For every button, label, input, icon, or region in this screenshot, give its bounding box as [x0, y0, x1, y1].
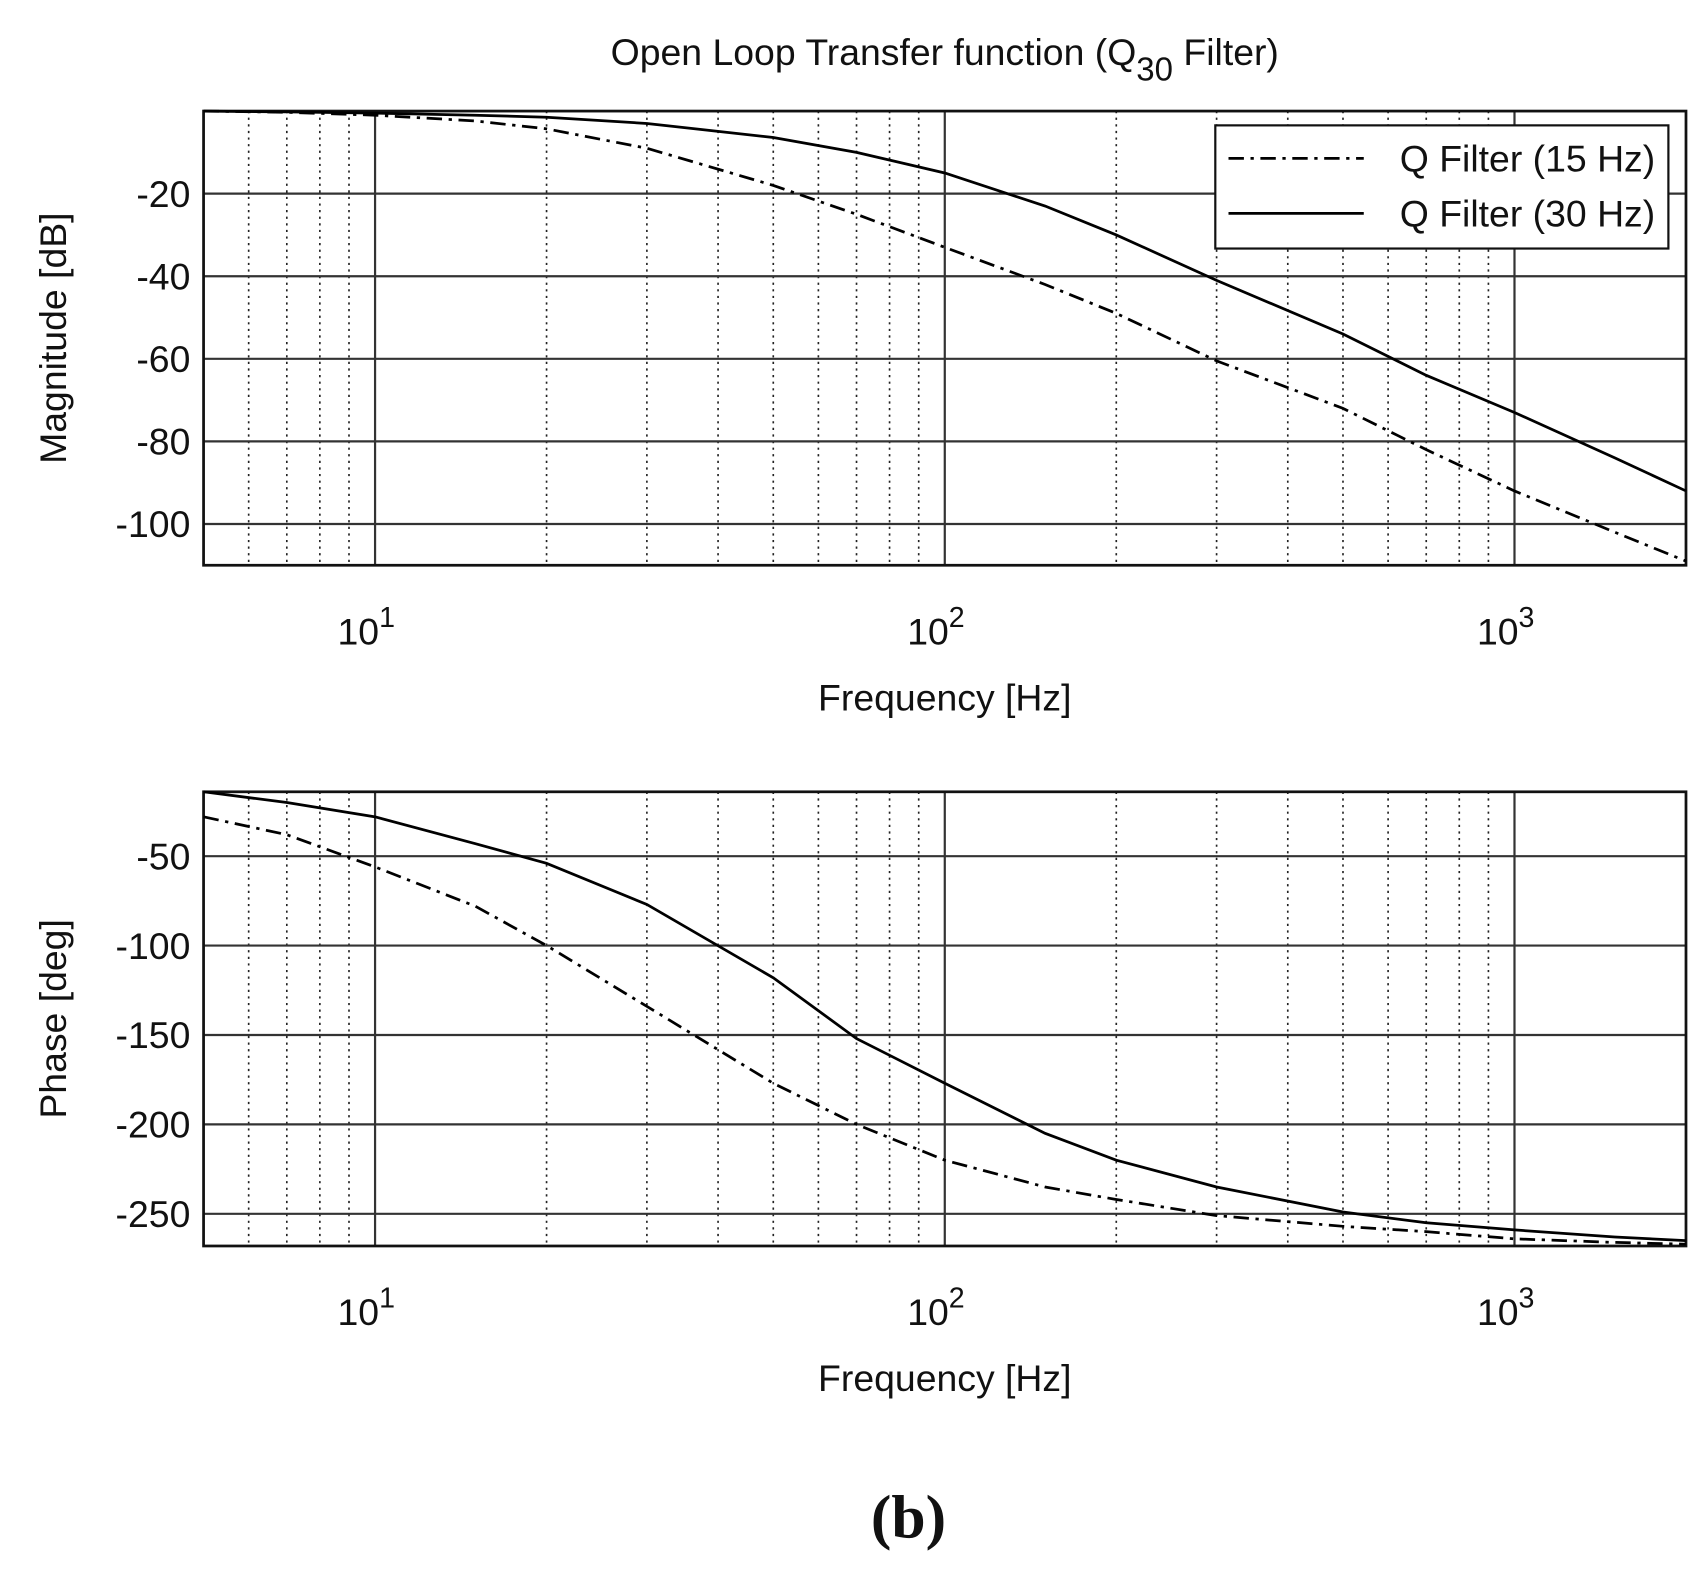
chart-title: Open Loop Transfer function (Q30 Filter) — [611, 31, 1279, 87]
x-tick-exponent: 1 — [379, 602, 395, 634]
y-tick-label: -60 — [136, 338, 190, 380]
y-tick-label: -20 — [136, 173, 190, 215]
data-line — [203, 109, 1687, 493]
y-axis-label: Magnitude [dB] — [32, 212, 74, 463]
x-tick-exponent: 3 — [1519, 602, 1535, 634]
x-tick-label: 103 — [1477, 1283, 1534, 1334]
y-tick-label: -50 — [136, 835, 190, 877]
x-tick-base: 10 — [338, 610, 380, 652]
data-line — [203, 815, 1687, 1246]
legend-box — [1214, 124, 1670, 250]
data-line — [203, 790, 1687, 1242]
caption: (b) — [871, 1483, 946, 1551]
x-tick-base: 10 — [907, 1291, 949, 1333]
y-tick-label: -150 — [116, 1014, 191, 1056]
x-tick-exponent: 2 — [949, 602, 965, 634]
data-line — [203, 109, 1687, 563]
y-tick-label: -100 — [116, 925, 191, 967]
x-tick-label: 103 — [1477, 602, 1534, 653]
x-tick-label: 102 — [907, 602, 964, 653]
legend-label: Q Filter (30 Hz) — [1400, 193, 1655, 235]
x-tick-exponent: 1 — [379, 1283, 395, 1315]
x-tick-base: 10 — [338, 1291, 380, 1333]
x-tick-label: 102 — [907, 1283, 964, 1334]
x-tick-base: 10 — [1477, 610, 1519, 652]
plot-frame — [202, 109, 1688, 567]
y-axis-label: Phase [deg] — [32, 919, 74, 1119]
x-axis-label: Frequency [Hz] — [818, 676, 1071, 718]
plot-frame — [202, 790, 1688, 1248]
y-tick-label: -200 — [116, 1104, 191, 1146]
y-tick-label: -80 — [136, 421, 190, 463]
x-tick-label: 101 — [338, 602, 395, 653]
y-tick-label: -100 — [116, 503, 191, 545]
x-axis-label: Frequency [Hz] — [818, 1357, 1071, 1399]
x-tick-base: 10 — [1477, 1291, 1519, 1333]
title-rest: Filter) — [1173, 31, 1279, 73]
x-tick-base: 10 — [907, 610, 949, 652]
title-subscript: 30 — [1136, 50, 1173, 87]
title-main: Open Loop Transfer function (Q — [611, 31, 1137, 73]
x-tick-label: 101 — [338, 1283, 395, 1334]
y-tick-label: -40 — [136, 255, 190, 297]
legend-label: Q Filter (15 Hz) — [1400, 138, 1655, 180]
y-tick-label: -250 — [116, 1193, 191, 1235]
x-tick-exponent: 2 — [949, 1283, 965, 1315]
x-tick-exponent: 3 — [1519, 1283, 1535, 1315]
